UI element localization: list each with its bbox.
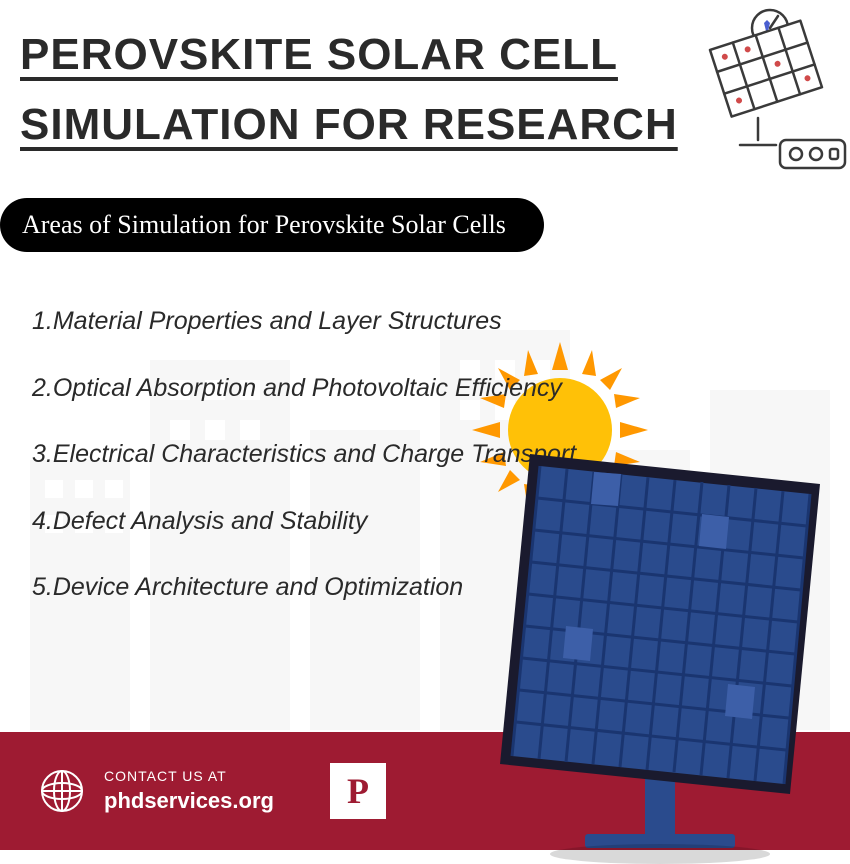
footer-contact: CONTACT US AT phdservices.org	[104, 768, 274, 814]
list-item: 2.Optical Absorption and Photovoltaic Ef…	[32, 357, 582, 420]
solar-panel-icon	[490, 444, 830, 864]
brand-logo: P	[330, 763, 386, 819]
contact-url: phdservices.org	[104, 788, 274, 814]
contact-label: CONTACT US AT	[104, 768, 274, 784]
subtitle-pill: Areas of Simulation for Perovskite Solar…	[0, 198, 544, 252]
list-item: 1.Material Properties and Layer Structur…	[32, 290, 582, 353]
globe-icon	[38, 767, 86, 815]
page-title: PEROVSKITE SOLAR CELL SIMULATION FOR RES…	[20, 20, 680, 161]
